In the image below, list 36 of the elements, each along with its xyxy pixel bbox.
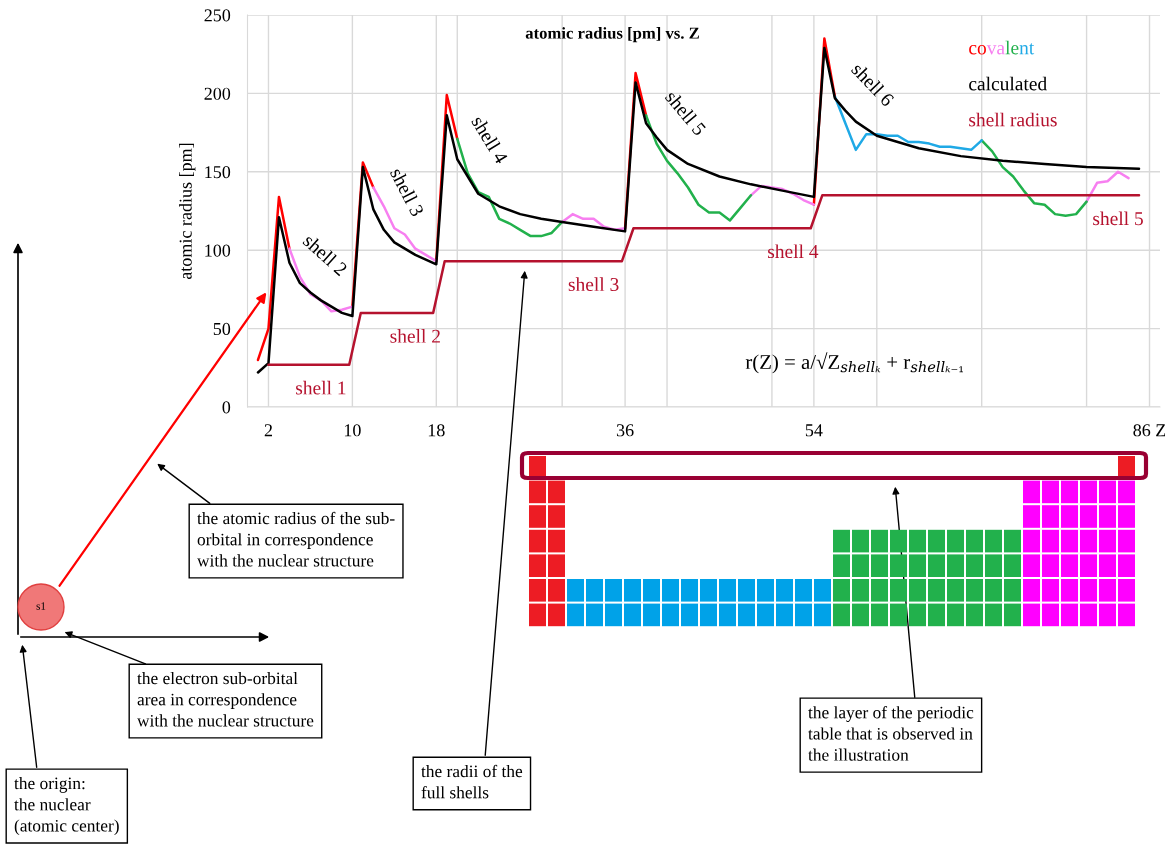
annotation: r(Z) = a/√Z$_{shellₖ}$ + r$_{shellₖ₋₁}$ (745, 352, 963, 374)
x-tick-label: 18 (428, 424, 445, 437)
y-tick-label: 250 (204, 9, 231, 22)
y-tick-label: 150 (205, 166, 231, 179)
text: the electron sub-orbital area in correspondence with the nuclear structure (137, 672, 314, 727)
text: the radii of the full shells (421, 764, 523, 799)
data-label: shell 3 (568, 277, 619, 292)
text: atomic radius [pm] vs. Z (525, 27, 699, 43)
data-label: shell 1 (296, 380, 346, 395)
x-tick-label: 86 Z (1133, 424, 1165, 437)
y-axis-title: atomic radius [pm] (179, 143, 196, 280)
x-tick-label: 36 (616, 424, 634, 437)
data-label: shell 5 (664, 89, 707, 137)
x-tick-label: 54 (805, 424, 823, 437)
data-label: shell 3 (389, 166, 425, 218)
text: co (969, 45, 986, 55)
y-tick-label: 100 (205, 244, 231, 257)
text: s1 (36, 602, 46, 610)
text: the layer of the periodic table that is observed in the illustration (808, 706, 974, 761)
text: le (1005, 40, 1019, 55)
text: va (986, 45, 1005, 55)
x-tick-label: 2 (264, 424, 272, 437)
text: the atomic radius of the sub- orbital in correspondence with the nuclear structure (197, 511, 395, 567)
text: the origin: the nuclear (atomic center) (14, 777, 119, 836)
data-label: shell 2 (390, 329, 440, 343)
y-tick-label: 0 (222, 401, 231, 414)
y-tick-label: 200 (204, 87, 231, 100)
text: shell radius (969, 112, 1057, 127)
data-label: shell 6 (850, 61, 896, 108)
data-label: shell 2 (302, 233, 349, 277)
data-label: shell 4 (768, 244, 819, 259)
data-label: shell 5 (1093, 211, 1143, 226)
text: nt (1019, 43, 1035, 55)
y-tick-label: 50 (213, 322, 231, 336)
text: calculated (969, 76, 1047, 91)
x-tick-label: 10 (344, 424, 361, 437)
